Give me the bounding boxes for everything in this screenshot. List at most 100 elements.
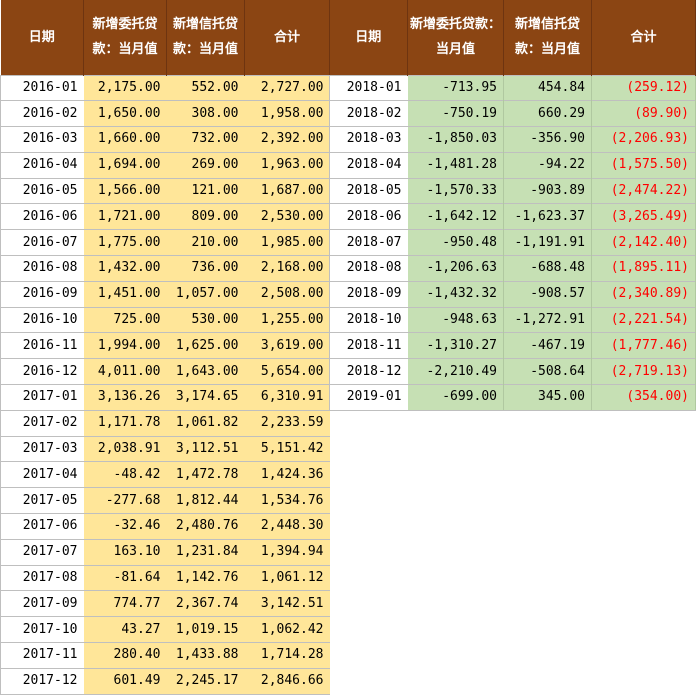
date-cell: 2018-09 — [329, 280, 408, 308]
trust-loan-cell: 2,480.76 — [166, 513, 245, 540]
entrusted-loan-cell: -699.00 — [407, 384, 504, 411]
trust-loan-cell: 736.00 — [166, 255, 245, 282]
total-cell: 2,727.00 — [244, 74, 330, 101]
total-cell: 1,394.94 — [244, 538, 330, 566]
header-entrusted-loans: 新增委托贷款：当月值 — [407, 0, 504, 75]
date-cell: 2016-02 — [0, 100, 84, 127]
total-cell: 1,534.76 — [244, 487, 330, 514]
entrusted-loan-cell: 280.40 — [83, 642, 167, 669]
table-row: 2018-05 -1,570.33 -903.89 (2,474.22) — [329, 177, 696, 204]
entrusted-loan-cell: 1,432.00 — [83, 255, 167, 282]
trust-loan-cell: 121.00 — [166, 177, 245, 204]
table-row: 2018-01 -713.95 454.84 (259.12) — [329, 74, 696, 101]
total-cell: 3,142.51 — [244, 590, 330, 617]
trust-loan-cell: -94.22 — [503, 151, 592, 179]
date-cell: 2017-06 — [0, 513, 84, 540]
trust-loan-cell: -508.64 — [503, 358, 592, 385]
table-row: 2017-07 163.10 1,231.84 1,394.94 — [0, 538, 330, 566]
total-cell: 2,846.66 — [244, 667, 330, 695]
total-cell: (1,895.11) — [591, 255, 696, 282]
entrusted-loan-cell: 1,775.00 — [83, 229, 167, 256]
table-row: 2017-05 -277.68 1,812.44 1,534.76 — [0, 487, 330, 514]
total-cell: 6,310.91 — [244, 384, 330, 411]
entrusted-loan-cell: -1,432.32 — [407, 280, 504, 308]
date-cell: 2016-10 — [0, 306, 84, 333]
date-cell: 2017-02 — [0, 409, 84, 437]
date-cell: 2016-03 — [0, 126, 84, 153]
date-cell: 2017-11 — [0, 642, 84, 669]
trust-loan-cell: 454.84 — [503, 74, 592, 101]
entrusted-loan-cell: -750.19 — [407, 100, 504, 127]
date-cell: 2018-07 — [329, 229, 408, 256]
entrusted-loan-cell: 1,451.00 — [83, 280, 167, 308]
total-cell: (1,575.50) — [591, 151, 696, 179]
total-cell: (2,142.40) — [591, 229, 696, 256]
table-row: 2019-01 -699.00 345.00 (354.00) — [329, 384, 696, 411]
header-total: 合计 — [591, 0, 696, 75]
entrusted-loan-cell: 1,566.00 — [83, 177, 167, 204]
total-cell: (2,340.89) — [591, 280, 696, 308]
trust-loan-cell: 809.00 — [166, 203, 245, 230]
date-cell: 2016-12 — [0, 358, 84, 385]
entrusted-loan-cell: -1,206.63 — [407, 255, 504, 282]
total-cell: (259.12) — [591, 74, 696, 101]
table-row: 2017-04 -48.42 1,472.78 1,424.36 — [0, 461, 330, 488]
date-cell: 2018-04 — [329, 151, 408, 179]
trust-loan-cell: 660.29 — [503, 100, 592, 127]
trust-loan-cell: -1,623.37 — [503, 203, 592, 230]
total-cell: (89.90) — [591, 100, 696, 127]
trust-loan-cell: 1,019.15 — [166, 616, 245, 643]
entrusted-loan-cell: 43.27 — [83, 616, 167, 643]
table-row: 2017-03 2,038.91 3,112.51 5,151.42 — [0, 435, 330, 462]
entrusted-loan-cell: -713.95 — [407, 74, 504, 101]
trust-loan-cell: 1,472.78 — [166, 461, 245, 488]
total-cell: (1,777.46) — [591, 332, 696, 359]
entrusted-loan-cell: -1,850.03 — [407, 126, 504, 153]
trust-loan-cell: 1,433.88 — [166, 642, 245, 669]
table-row: 2018-09 -1,432.32 -908.57 (2,340.89) — [329, 280, 696, 308]
total-cell: 3,619.00 — [244, 332, 330, 359]
total-cell: 2,530.00 — [244, 203, 330, 230]
total-cell: 1,958.00 — [244, 100, 330, 127]
table-body: 2018-01 -713.95 454.84 (259.12) 2018-02 -750.… — [329, 74, 696, 411]
table-row: 2016-05 1,566.00 121.00 1,687.00 — [0, 177, 330, 204]
table-row: 2016-11 1,994.00 1,625.00 3,619.00 — [0, 332, 330, 359]
total-cell: (2,474.22) — [591, 177, 696, 204]
entrusted-loan-cell: -32.46 — [83, 513, 167, 540]
trust-loan-cell: -688.48 — [503, 255, 592, 282]
table-row: 2017-09 774.77 2,367.74 3,142.51 — [0, 590, 330, 617]
entrusted-loan-cell: 1,171.78 — [83, 409, 167, 437]
date-cell: 2018-06 — [329, 203, 408, 230]
date-cell: 2016-08 — [0, 255, 84, 282]
date-cell: 2019-01 — [329, 384, 408, 411]
trust-loan-cell: -908.57 — [503, 280, 592, 308]
table-row: 2016-06 1,721.00 809.00 2,530.00 — [0, 203, 330, 230]
entrusted-loan-cell: 4,011.00 — [83, 358, 167, 385]
total-cell: 1,062.42 — [244, 616, 330, 643]
table-row: 2016-02 1,650.00 308.00 1,958.00 — [0, 100, 330, 127]
table-row: 2018-07 -950.48 -1,191.91 (2,142.40) — [329, 229, 696, 256]
table-row: 2018-11 -1,310.27 -467.19 (1,777.46) — [329, 332, 696, 359]
trust-loan-cell: -1,272.91 — [503, 306, 592, 333]
date-cell: 2018-05 — [329, 177, 408, 204]
trust-loan-cell: 1,231.84 — [166, 538, 245, 566]
table-body: 2016-01 2,175.00 552.00 2,727.00 2016-02 1,65… — [0, 74, 330, 695]
header-row: 日期 新增委托贷款：当月值 新增信托贷款：当月值 合计 — [0, 0, 330, 75]
trust-loan-cell: 345.00 — [503, 384, 592, 411]
entrusted-loan-cell: -948.63 — [407, 306, 504, 333]
total-cell: 2,168.00 — [244, 255, 330, 282]
table-row: 2016-03 1,660.00 732.00 2,392.00 — [0, 126, 330, 153]
date-cell: 2017-09 — [0, 590, 84, 617]
entrusted-loan-cell: 1,660.00 — [83, 126, 167, 153]
trust-loan-cell: 1,061.82 — [166, 409, 245, 437]
header-trust-loans: 新增信托贷款：当月值 — [166, 0, 245, 75]
total-cell: 1,424.36 — [244, 461, 330, 488]
trust-loan-cell: 1,812.44 — [166, 487, 245, 514]
date-cell: 2016-07 — [0, 229, 84, 256]
table-row: 2016-07 1,775.00 210.00 1,985.00 — [0, 229, 330, 256]
trust-loan-cell: 552.00 — [166, 74, 245, 101]
table-row: 2016-09 1,451.00 1,057.00 2,508.00 — [0, 280, 330, 308]
trust-loan-cell: 2,245.17 — [166, 667, 245, 695]
loan-table-2018-2019: 日期 新增委托贷款：当月值 新增信托贷款：当月值 合计 2018-01 -713.… — [329, 0, 696, 411]
trust-loan-cell: 308.00 — [166, 100, 245, 127]
